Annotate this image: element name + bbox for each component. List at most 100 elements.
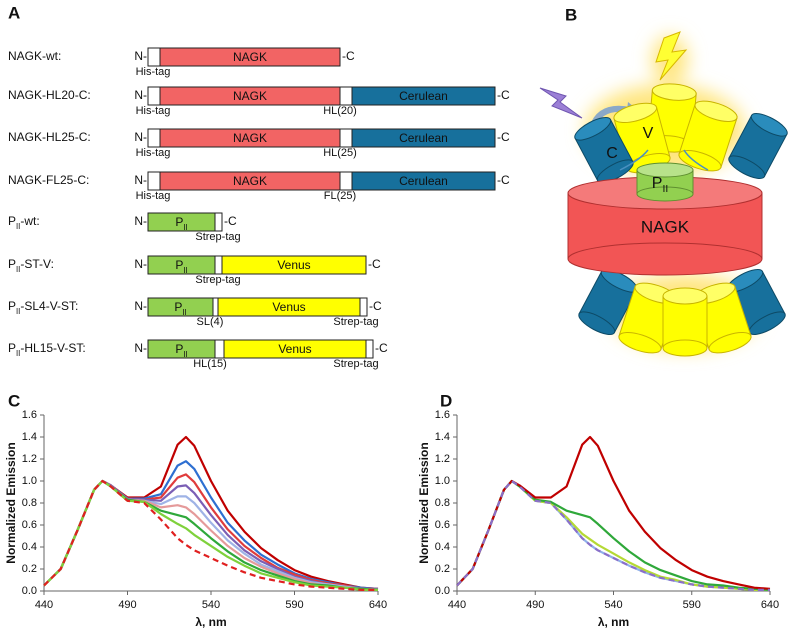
tag-label: His-tag	[136, 190, 171, 202]
domain-label: NAGK	[233, 174, 267, 188]
panel-label: D	[440, 391, 452, 410]
domain	[365, 339, 374, 359]
c-terminus: -C	[368, 257, 381, 271]
construct-label: NAGK-HL25-C:	[8, 130, 91, 144]
domain-label: Venus	[278, 342, 311, 356]
construct-label: NAGK-FL25-C:	[8, 173, 89, 187]
domain	[351, 86, 496, 106]
lightning	[539, 87, 583, 119]
text-part: II	[183, 266, 187, 275]
x-tick-label: 490	[526, 599, 544, 611]
text-part: -ST-V:	[20, 257, 54, 271]
x-tick-label: 490	[118, 599, 136, 611]
c-terminus: -C	[497, 88, 510, 102]
y-tick-label: 0.6	[435, 519, 450, 531]
domain	[214, 212, 223, 232]
x-tick-label: 640	[761, 599, 779, 611]
cerulean-label: C	[606, 145, 618, 162]
venus-cylinder	[692, 282, 752, 354]
y-tick-label: 0.8	[22, 497, 37, 509]
domain-label: PII	[175, 342, 187, 358]
domain	[214, 255, 223, 275]
n-terminus: N-	[134, 173, 147, 187]
x-axis-title: λ, nm	[598, 615, 629, 629]
construct-label: PII-ST-V:	[8, 257, 54, 273]
y-tick-label: 0.4	[22, 541, 37, 553]
cerulean-cylinder	[578, 269, 638, 335]
y-tick-label: 0.0	[435, 585, 450, 597]
y-tick-label: 1.2	[22, 453, 37, 465]
venus-label: V	[643, 125, 654, 142]
n-terminus: N-	[134, 299, 147, 313]
domain	[351, 128, 496, 148]
y-tick-label: 1.4	[22, 431, 37, 443]
lightning	[655, 31, 688, 81]
text-part: P	[175, 342, 183, 356]
tag-label: HL(20)	[323, 105, 357, 117]
domain	[147, 171, 161, 191]
text-part: P	[8, 299, 16, 313]
domain-label: PII	[174, 300, 186, 316]
tag-label: Strep-tag	[333, 316, 378, 328]
domain-label: NAGK	[233, 50, 267, 64]
tag-label: FL(25)	[324, 190, 356, 202]
text-part: P	[8, 257, 16, 271]
domain-label: Cerulean	[399, 174, 448, 188]
text-part: -HL15-V-ST:	[20, 341, 85, 355]
tag-label: His-tag	[136, 147, 171, 159]
domain	[339, 171, 353, 191]
c-terminus: -C	[224, 214, 237, 228]
y-tick-label: 1.0	[22, 475, 37, 487]
domain-label: Venus	[277, 258, 310, 272]
tag-label: Strep-tag	[333, 358, 378, 370]
construct-label: PII-wt:	[8, 214, 40, 230]
series-line	[43, 479, 378, 591]
n-terminus: N-	[134, 49, 147, 63]
tag-label: His-tag	[136, 66, 171, 78]
domain-label: Cerulean	[399, 89, 448, 103]
series-line	[456, 479, 771, 591]
text-part: P	[8, 214, 16, 228]
tag-label: His-tag	[136, 105, 171, 117]
y-tick-label: 0.4	[435, 541, 450, 553]
domain	[147, 86, 161, 106]
y-tick-label: 1.2	[435, 453, 450, 465]
text-part: P	[175, 215, 183, 229]
y-tick-label: 1.4	[435, 431, 450, 443]
x-tick-label: 540	[604, 599, 622, 611]
text-part: -wt:	[20, 214, 39, 228]
text-part: -SL4-V-ST:	[20, 299, 78, 313]
tag-label: SL(4)	[197, 316, 224, 328]
text-part: II	[16, 222, 20, 231]
series-line	[456, 435, 771, 590]
text-part: P	[652, 175, 663, 192]
y-tick-label: 0.8	[435, 497, 450, 509]
series-line	[43, 435, 379, 590]
construct-label: NAGK-HL20-C:	[8, 88, 91, 102]
n-terminus: N-	[134, 257, 147, 271]
text-part: II	[183, 350, 187, 359]
text-part: P	[8, 341, 16, 355]
series-line	[456, 479, 770, 591]
c-terminus: -C	[342, 49, 355, 63]
cerulean-cylinder	[574, 117, 634, 183]
domain	[339, 128, 353, 148]
text-part: II	[16, 265, 20, 274]
n-terminus: N-	[134, 130, 147, 144]
domain	[147, 128, 161, 148]
series-line	[456, 479, 770, 591]
c-terminus: -C	[375, 341, 388, 355]
x-tick-label: 440	[35, 599, 53, 611]
y-tick-label: 0.2	[435, 563, 450, 575]
text-part: II	[16, 307, 20, 316]
panel-label: A	[8, 3, 20, 22]
domain	[221, 255, 367, 275]
series-line	[456, 479, 770, 591]
y-tick-label: 1.6	[435, 409, 450, 421]
pii-label: PII	[652, 175, 668, 195]
x-axis-title: λ, nm	[195, 615, 226, 629]
c-terminus: -C	[497, 173, 510, 187]
x-tick-label: 440	[448, 599, 466, 611]
domain	[351, 171, 496, 191]
